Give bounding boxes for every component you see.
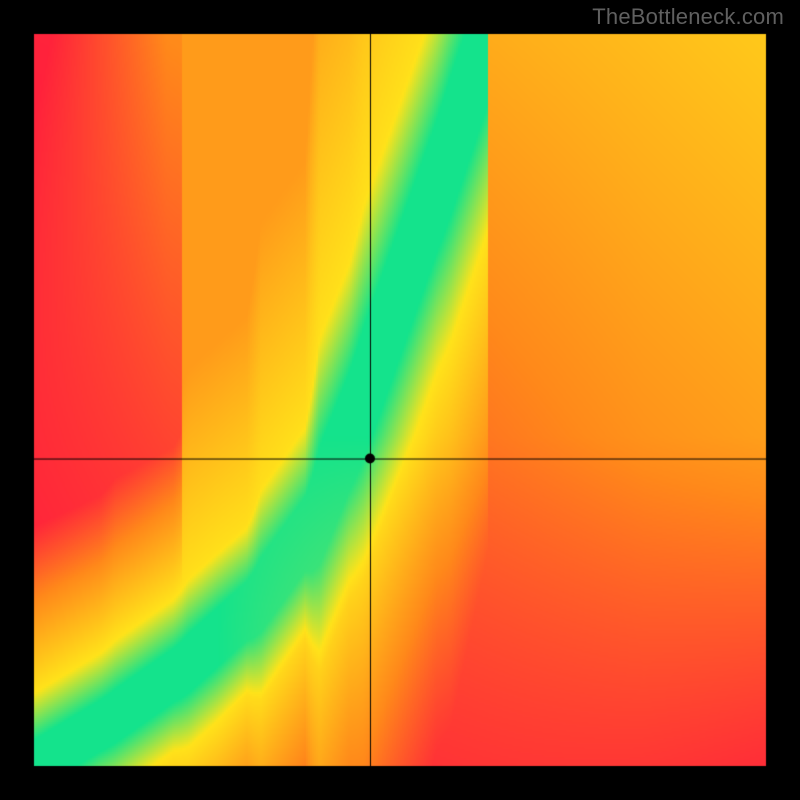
- heatmap-canvas: [0, 0, 800, 800]
- chart-container: TheBottleneck.com: [0, 0, 800, 800]
